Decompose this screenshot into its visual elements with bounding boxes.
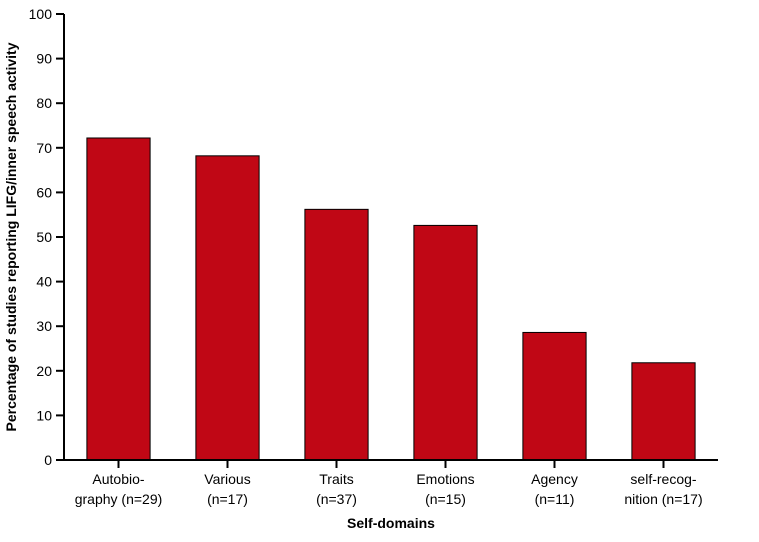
x-axis-title: Self-domains [347,515,435,531]
x-category-label: (n=11) [535,491,575,507]
x-category-label: Various [204,471,250,487]
y-tick-label: 60 [36,184,52,200]
y-tick-label: 50 [36,229,52,245]
chart-container: 0 10 20 30 40 50 60 70 80 90 100 Autobio-graphy (n=… [0,0,759,542]
x-category-label: Traits [319,471,353,487]
x-category-label: Autobio- [92,471,144,487]
x-category-label: Agency [531,471,578,487]
y-tick-label: 100 [29,6,53,22]
bar [632,363,695,460]
y-tick-label: 90 [36,51,52,67]
y-tick-label: 20 [36,363,52,379]
x-category-label: (n=17) [207,491,248,507]
y-tick-label: 30 [36,318,52,334]
y-axis-title: Percentage of studies reporting LIFG/inn… [3,42,19,431]
bar [305,209,368,460]
x-category-label: nition (n=17) [624,491,702,507]
bar [196,156,259,460]
y-tick-label: 10 [36,407,52,423]
x-category-label: Emotions [416,471,474,487]
x-category-label: (n=15) [425,491,466,507]
y-tick-label: 40 [36,274,52,290]
y-tick-label: 70 [36,140,52,156]
x-category-label: self-recog- [630,471,696,487]
y-tick-label: 0 [44,452,52,468]
x-category-label: graphy (n=29) [75,491,163,507]
bar-chart: 0 10 20 30 40 50 60 70 80 90 100 Autobio-graphy (n=… [0,0,759,542]
y-tick-label: 80 [36,95,52,111]
bar [523,332,586,460]
bar [87,138,150,460]
bar [414,225,477,460]
x-category-label: (n=37) [316,491,357,507]
